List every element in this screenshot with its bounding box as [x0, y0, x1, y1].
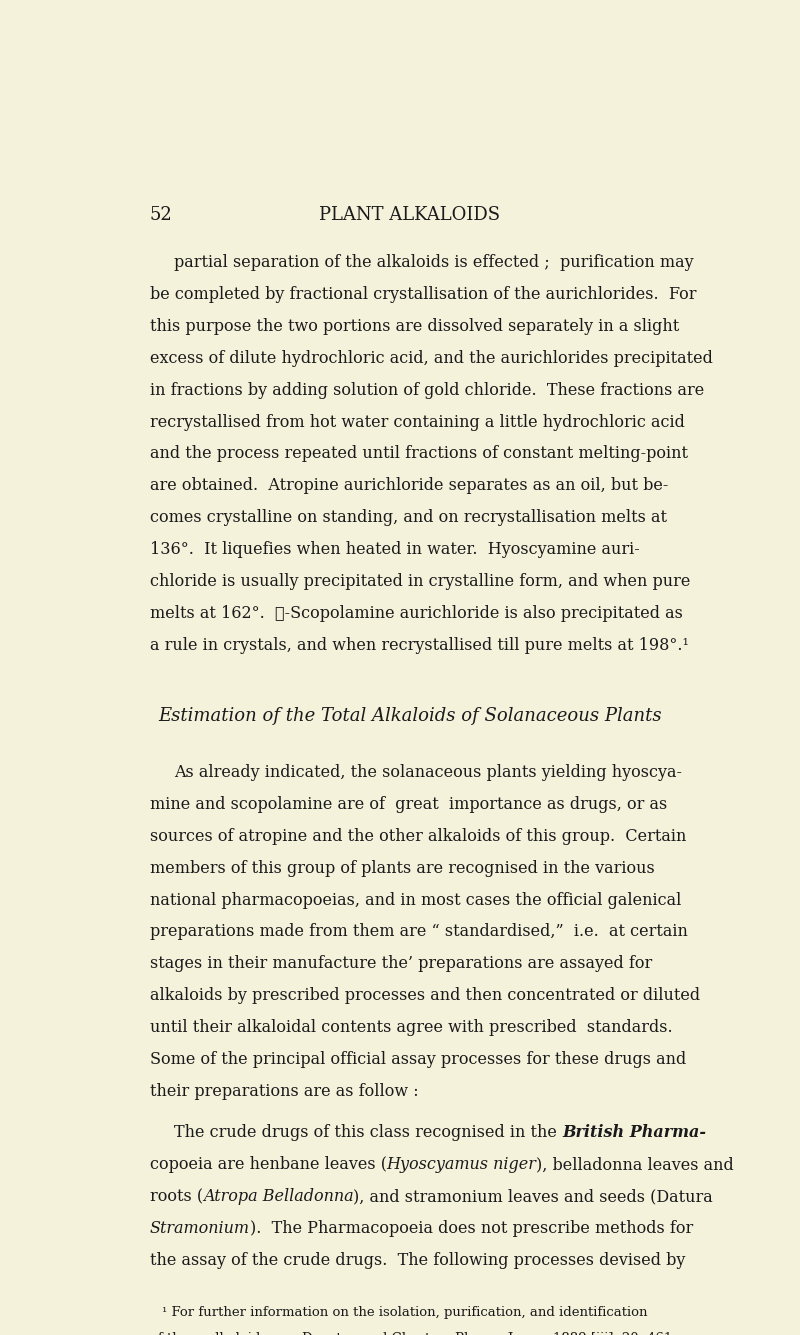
Text: their preparations are as follow :: their preparations are as follow :: [150, 1083, 418, 1100]
Text: Atropa Belladonna: Atropa Belladonna: [202, 1188, 354, 1206]
Text: PLANT ALKALOIDS: PLANT ALKALOIDS: [319, 207, 501, 224]
Text: sources of atropine and the other alkaloids of this group.  Certain: sources of atropine and the other alkalo…: [150, 828, 686, 845]
Text: recrystallised from hot water containing a little hydrochloric acid: recrystallised from hot water containing…: [150, 414, 685, 431]
Text: British Pharma-: British Pharma-: [562, 1124, 706, 1141]
Text: ).  The Pharmacopoeia does not prescribe methods for: ). The Pharmacopoeia does not prescribe …: [250, 1220, 693, 1236]
Text: a rule in crystals, and when recrystallised till pure melts at 198°.¹: a rule in crystals, and when recrystalli…: [150, 637, 689, 654]
Text: in fractions by adding solution of gold chloride.  These fractions are: in fractions by adding solution of gold …: [150, 382, 704, 399]
Text: this purpose the two portions are dissolved separately in a slight: this purpose the two portions are dissol…: [150, 318, 679, 335]
Text: Estimation of the Total Alkaloids of Solanaceous Plants: Estimation of the Total Alkaloids of Sol…: [158, 706, 662, 725]
Text: chloride is usually precipitated in crystalline form, and when pure: chloride is usually precipitated in crys…: [150, 573, 690, 590]
Text: copoeia are henbane leaves (: copoeia are henbane leaves (: [150, 1156, 386, 1173]
Text: partial separation of the alkaloids is effected ;  purification may: partial separation of the alkaloids is e…: [174, 254, 694, 271]
Text: ¹ For further information on the isolation, purification, and identification: ¹ For further information on the isolati…: [162, 1306, 647, 1319]
Text: of these alkaloids, see Dunstan and Chaston, Pharm. Journ. 1889 [iii], 20, 461 ;: of these alkaloids, see Dunstan and Chas…: [150, 1331, 681, 1335]
Text: Stramonium: Stramonium: [150, 1220, 250, 1236]
Text: national pharmacopoeias, and in most cases the official galenical: national pharmacopoeias, and in most cas…: [150, 892, 681, 909]
Text: excess of dilute hydrochloric acid, and the aurichlorides precipitated: excess of dilute hydrochloric acid, and …: [150, 350, 713, 367]
Text: stages in their manufacture the’ preparations are assayed for: stages in their manufacture the’ prepara…: [150, 956, 652, 972]
Text: As already indicated, the solanaceous plants yielding hyoscya-: As already indicated, the solanaceous pl…: [174, 764, 682, 781]
Text: Some of the principal official assay processes for these drugs and: Some of the principal official assay pro…: [150, 1051, 686, 1068]
Text: The crude drugs of this class recognised in the: The crude drugs of this class recognised…: [174, 1124, 562, 1141]
Text: and the process repeated until fractions of constant melting-point: and the process repeated until fractions…: [150, 446, 688, 462]
Text: Hyoscyamus niger: Hyoscyamus niger: [386, 1156, 537, 1173]
Text: roots (: roots (: [150, 1188, 202, 1206]
Text: mine and scopolamine are of  great  importance as drugs, or as: mine and scopolamine are of great import…: [150, 796, 667, 813]
Text: preparations made from them are “ standardised,”  i.e.  at certain: preparations made from them are “ standa…: [150, 924, 687, 940]
Text: ), and stramonium leaves and seeds (Datura: ), and stramonium leaves and seeds (Datu…: [354, 1188, 713, 1206]
Text: 52: 52: [150, 207, 172, 224]
Text: alkaloids by prescribed processes and then concentrated or diluted: alkaloids by prescribed processes and th…: [150, 987, 700, 1004]
Text: be completed by fractional crystallisation of the aurichlorides.  For: be completed by fractional crystallisati…: [150, 286, 696, 303]
Text: melts at 162°.  ℓ-Scopolamine aurichloride is also precipitated as: melts at 162°. ℓ-Scopolamine aurichlorid…: [150, 605, 682, 622]
Text: the assay of the crude drugs.  The following processes devised by: the assay of the crude drugs. The follow…: [150, 1252, 685, 1268]
Text: ), belladonna leaves and: ), belladonna leaves and: [537, 1156, 734, 1173]
Text: members of this group of plants are recognised in the various: members of this group of plants are reco…: [150, 860, 654, 877]
Text: until their alkaloidal contents agree with prescribed  standards.: until their alkaloidal contents agree wi…: [150, 1019, 672, 1036]
Text: comes crystalline on standing, and on recrystallisation melts at: comes crystalline on standing, and on re…: [150, 509, 666, 526]
Text: are obtained.  Atropine aurichloride separates as an oil, but be-: are obtained. Atropine aurichloride sepa…: [150, 478, 668, 494]
Text: 136°.  It liquefies when heated in water.  Hyoscyamine auri-: 136°. It liquefies when heated in water.…: [150, 541, 639, 558]
